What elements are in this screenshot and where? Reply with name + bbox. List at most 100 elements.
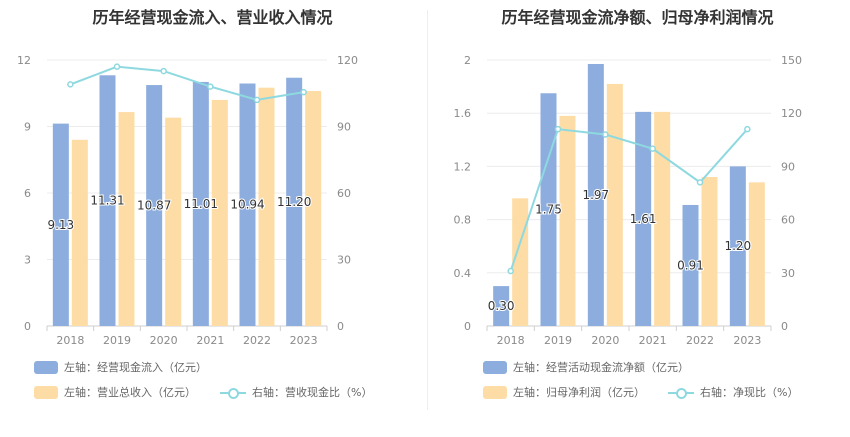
chart-panel-cash-inflow: 历年经营现金流入、营业收入情况 0 3 6 9 12 0 30 60 90 120 2018 2019…: [17, 8, 372, 400]
bar-2018-secondary: [71, 139, 88, 326]
data-label-2021: 11.01: [184, 197, 218, 211]
ratio-line: [509, 128, 749, 272]
ratio-point-2019: [554, 125, 562, 133]
data-label-2021: 1.61: [630, 212, 657, 226]
legend-label: 左轴：归母净利润（亿元）: [513, 386, 645, 399]
bar-2023-secondary: [748, 182, 765, 326]
ratio-point-2023: [744, 125, 751, 133]
ratio-point-2022: [696, 179, 704, 186]
chart-panel-net-cash: 历年经营现金流净额、归母净利润情况 0 0.4 0.8 1.2 1.6 2 0 30 60 90 1…: [425, 0, 850, 437]
x-tick-label: 2023: [733, 334, 761, 347]
y-right-tick-label: 30: [781, 267, 795, 280]
ratio-point-2022: [253, 96, 261, 104]
y-right-tick-label: 90: [337, 121, 351, 134]
bar-2018-primary: [493, 286, 510, 326]
x-tick-label: 2021: [196, 334, 224, 347]
x-tick-label: 2019: [544, 334, 572, 347]
y-left-tick-label: 1.6: [454, 107, 472, 120]
data-label-2020: 10.87: [137, 199, 171, 213]
bar-2020-secondary: [606, 83, 623, 326]
ratio-point-2019: [113, 63, 121, 70]
legend-swatch-orange: [34, 385, 58, 399]
y-left-tick-label: 6: [24, 187, 31, 200]
data-label-2018: 0.30: [488, 299, 515, 313]
ratio-line: [69, 65, 304, 101]
x-tick-label: 2021: [639, 334, 667, 347]
x-tick-label: 2019: [103, 334, 131, 347]
data-label-2019: 11.31: [90, 194, 124, 208]
y-left-tick-label: 3: [24, 254, 31, 267]
bar-2022-secondary: [258, 87, 275, 326]
y-left-tick-label: 1.2: [454, 160, 472, 173]
legend-label: 右轴：净现比（%）: [700, 386, 799, 399]
bar-2021-secondary: [654, 111, 671, 327]
y-left-tick-label: 0.4: [454, 267, 472, 280]
bar-2022-primary: [239, 83, 256, 326]
data-label-2019: 1.75: [535, 203, 562, 217]
chart-title: 历年经营现金流入、营业收入情况: [92, 8, 333, 27]
ratio-point-2018: [67, 81, 74, 88]
legend-label: 右轴：营收现金比（%）: [252, 386, 373, 399]
ratio-point-2018: [507, 267, 514, 275]
bar-2020-primary: [146, 85, 163, 326]
legend-cash-ratio[interactable]: 右轴：营收现金比（%）: [220, 384, 372, 400]
y-right-tick-label: 120: [781, 107, 802, 120]
bar-2019-primary: [540, 93, 557, 326]
x-tick-label: 2018: [497, 334, 525, 347]
legend-label: 左轴：经营活动现金流净额（亿元）: [513, 361, 689, 374]
legend-swatch-orange: [483, 385, 507, 399]
legend-label: 左轴：经营现金流入（亿元）: [64, 361, 207, 374]
x-tick-label: 2022: [243, 334, 271, 347]
y-right-tick-label: 30: [337, 254, 351, 267]
legend-cash-inflow[interactable]: 左轴：经营现金流入（亿元）: [34, 359, 207, 375]
bar-2020-secondary: [165, 117, 182, 326]
y-left-tick-label: 2: [464, 54, 471, 67]
legend-line-icon: [220, 386, 246, 399]
ratio-point-2020: [160, 67, 167, 75]
y-left-tick-label: 0: [24, 320, 31, 333]
bar-2018-primary: [52, 123, 69, 326]
y-left-tick-label: 0: [464, 320, 471, 333]
legend-net-cash[interactable]: 左轴：经营活动现金流净额（亿元）: [483, 359, 689, 375]
x-tick-label: 2020: [591, 334, 619, 347]
legend-revenue[interactable]: 左轴：营业总收入（亿元）: [34, 384, 196, 400]
x-tick-label: 2023: [290, 334, 318, 347]
chart-net-cash-net-profit: 0 0.4 0.8 1.2 1.6 2 0 30 60 90 120 150 2018 2019 2020 2…: [454, 54, 803, 347]
bar-2019-primary: [99, 75, 116, 326]
y-left-tick-label: 12: [17, 54, 31, 67]
y-right-tick-label: 150: [781, 54, 802, 67]
bar-2022-primary: [682, 204, 699, 326]
bar-2023-secondary: [305, 91, 322, 327]
legend-net-profit[interactable]: 左轴：归母净利润（亿元）: [483, 384, 645, 400]
y-right-tick-label: 90: [781, 160, 795, 173]
y-right-tick-label: 0: [781, 320, 788, 333]
bar-2023-primary: [729, 166, 746, 326]
y-left-tick-label: 0.8: [454, 214, 472, 227]
data-label-2023: 1.20: [724, 239, 751, 253]
data-label-2022: 0.91: [677, 258, 704, 272]
y-right-tick-label: 60: [781, 214, 795, 227]
ratio-point-2021: [649, 145, 656, 152]
panel-divider: [427, 10, 428, 410]
bar-2022-secondary: [701, 177, 718, 326]
ratio-point-2023: [300, 88, 307, 96]
x-tick-label: 2020: [150, 334, 178, 347]
legend-label: 左轴：营业总收入（亿元）: [64, 386, 196, 399]
ratio-point-2021: [207, 83, 214, 90]
data-label-2018: 9.13: [47, 218, 74, 232]
y-right-tick-label: 60: [337, 187, 351, 200]
y-right-tick-label: 120: [337, 54, 358, 67]
chart-title: 历年经营现金流净额、归母净利润情况: [501, 8, 774, 27]
bar-2019-secondary: [118, 112, 135, 326]
legend-net-cash-ratio[interactable]: 右轴：净现比（%）: [668, 384, 798, 400]
bar-2023-primary: [286, 77, 303, 326]
data-label-2022: 10.94: [230, 198, 264, 212]
data-label-2020: 1.97: [582, 188, 609, 202]
legend-swatch-blue: [34, 360, 58, 374]
legend-swatch-blue: [483, 360, 507, 374]
bar-2021-primary: [635, 111, 652, 327]
x-tick-label: 2022: [686, 334, 714, 347]
bar-2021-secondary: [211, 99, 228, 327]
legend-line-icon: [668, 386, 694, 399]
